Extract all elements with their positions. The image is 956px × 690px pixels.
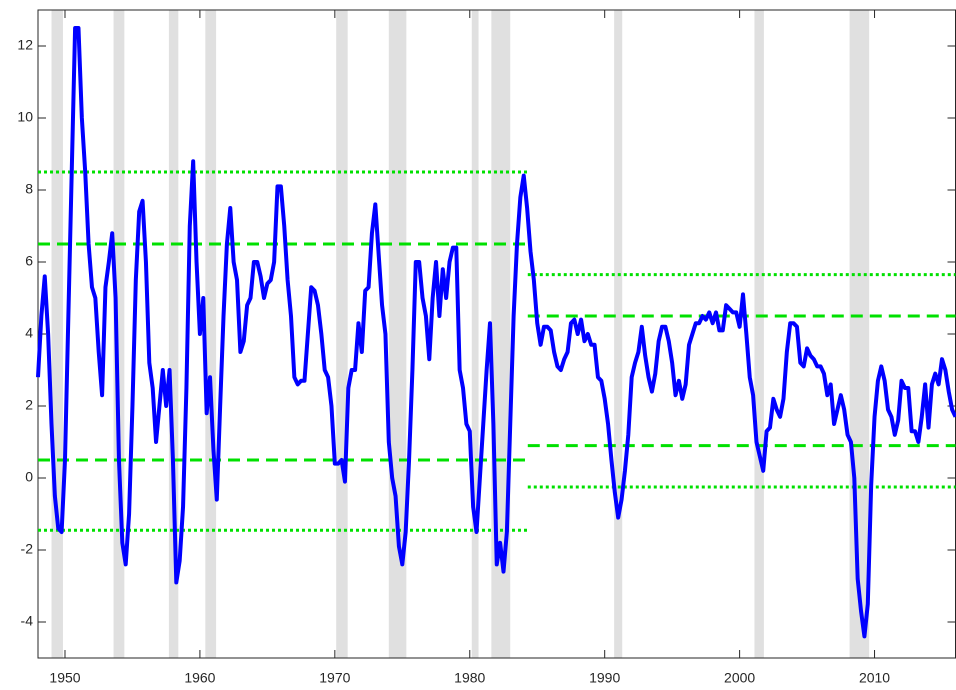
recession-band xyxy=(113,10,125,658)
y-tick-label: -4 xyxy=(21,613,34,629)
recession-band xyxy=(471,10,479,658)
x-tick-label: 1960 xyxy=(184,670,215,686)
x-tick-label: 2010 xyxy=(859,670,890,686)
y-tick-label: 8 xyxy=(25,181,33,197)
x-tick-label: 1980 xyxy=(454,670,485,686)
y-tick-label: 10 xyxy=(17,109,33,125)
y-tick-label: 0 xyxy=(25,469,33,485)
recession-band xyxy=(168,10,179,658)
recession-band xyxy=(205,10,217,658)
y-tick-label: 6 xyxy=(25,253,33,269)
y-tick-label: 12 xyxy=(17,37,33,53)
x-tick-label: 1990 xyxy=(589,670,620,686)
y-tick-label: -2 xyxy=(21,541,34,557)
x-tick-label: 1950 xyxy=(49,670,80,686)
recession-band xyxy=(614,10,623,658)
x-tick-label: 1970 xyxy=(319,670,350,686)
y-tick-label: 4 xyxy=(25,325,33,341)
recession-band xyxy=(336,10,348,658)
x-tick-label: 2000 xyxy=(724,670,755,686)
growth-line xyxy=(36,26,956,639)
y-tick-label: 2 xyxy=(25,397,33,413)
recession-band xyxy=(51,10,63,658)
recession-band xyxy=(849,10,870,658)
recession-band xyxy=(754,10,764,658)
